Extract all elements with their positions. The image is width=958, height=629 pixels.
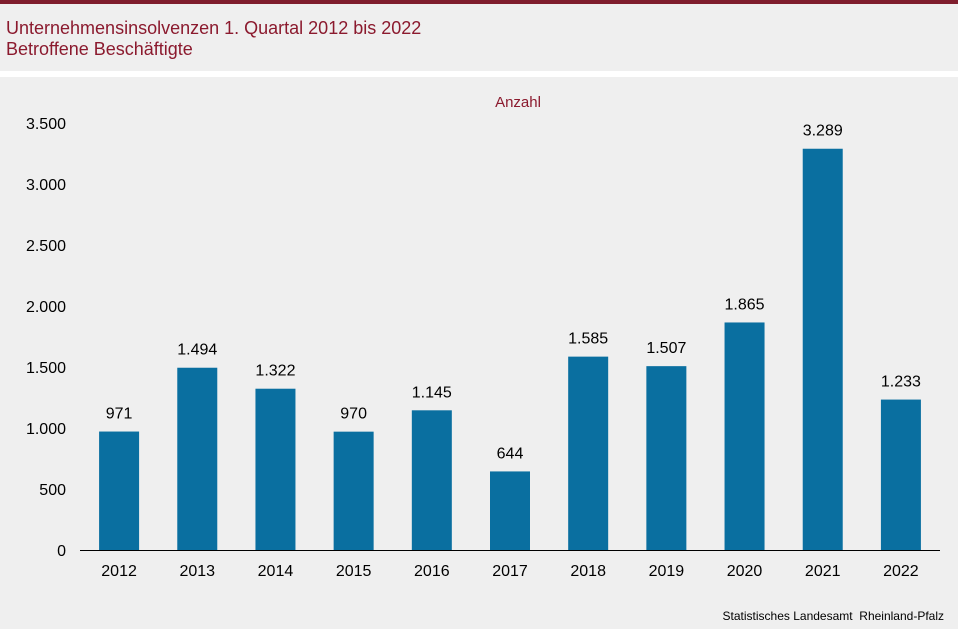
- y-tick-label: 0: [57, 543, 66, 560]
- header-separator: [0, 71, 958, 77]
- data-label-2015: 970: [340, 406, 367, 423]
- bar-2017: [490, 471, 530, 550]
- y-tick-label: 3.000: [26, 177, 66, 194]
- title-block: Unternehmensinsolvenzen 1. Quartal 2012 …: [6, 18, 421, 60]
- x-tick-label-2015: 2015: [336, 563, 372, 580]
- data-label-2014: 1.322: [255, 363, 295, 380]
- bar-2016: [411, 410, 452, 550]
- data-label-2012: 971: [106, 406, 133, 423]
- x-tick-label-2022: 2022: [883, 563, 919, 580]
- x-tick-label-2016: 2016: [414, 563, 450, 580]
- x-tick-label-2014: 2014: [258, 563, 294, 580]
- y-tick-label: 1.000: [26, 421, 66, 438]
- bar-2020: [724, 322, 765, 550]
- x-tick-label-2019: 2019: [649, 563, 685, 580]
- y-tick-label: 2.500: [26, 238, 66, 255]
- data-label-2020: 1.865: [725, 296, 765, 313]
- x-axis-ticks: 2012 2013 2014 2015 2016 2017 2018 2019 2020 2021…: [101, 563, 919, 580]
- data-labels: 971 1.494 1.322 970 1.145 644 1.585 1.507 1.865 3…: [106, 123, 921, 463]
- x-tick-label-2017: 2017: [492, 563, 528, 580]
- data-label-2016: 1.145: [412, 384, 452, 401]
- data-label-2021: 3.289: [803, 123, 843, 140]
- y-axis-ticks: 0 500 1.000 1.500 2.000 2.500 3.000 3.500: [26, 116, 66, 560]
- unit-label: Anzahl: [495, 94, 541, 111]
- data-label-2017: 644: [497, 445, 524, 462]
- y-tick-label: 500: [39, 482, 66, 499]
- bar-2012: [99, 431, 140, 550]
- chart-subtitle: Betroffene Beschäftigte: [6, 39, 193, 59]
- bar-2021: [802, 148, 843, 550]
- bar-2022: [880, 399, 921, 550]
- data-label-2019: 1.507: [646, 340, 686, 357]
- bar-2013: [177, 367, 218, 550]
- data-label-2013: 1.494: [177, 342, 217, 359]
- data-label-2022: 1.233: [881, 374, 921, 391]
- chart-title: Unternehmensinsolvenzen 1. Quartal 2012 …: [6, 18, 422, 38]
- y-tick-label: 3.500: [26, 116, 66, 133]
- top-rule: [0, 0, 958, 4]
- bars: [99, 148, 921, 550]
- bar-2019: [646, 366, 687, 550]
- y-tick-label: 1.500: [26, 360, 66, 377]
- y-tick-label: 2.000: [26, 299, 66, 316]
- x-tick-label-2021: 2021: [805, 563, 841, 580]
- bar-2015: [333, 431, 374, 550]
- data-label-2018: 1.585: [568, 331, 608, 348]
- bar-2018: [568, 356, 609, 550]
- source-note: Statistisches Landesamt Rheinland-Pfalz: [722, 609, 944, 623]
- x-tick-label-2020: 2020: [727, 563, 763, 580]
- bar-2014: [255, 388, 296, 550]
- x-tick-label-2013: 2013: [179, 563, 215, 580]
- x-tick-label-2018: 2018: [570, 563, 606, 580]
- x-tick-label-2012: 2012: [101, 563, 137, 580]
